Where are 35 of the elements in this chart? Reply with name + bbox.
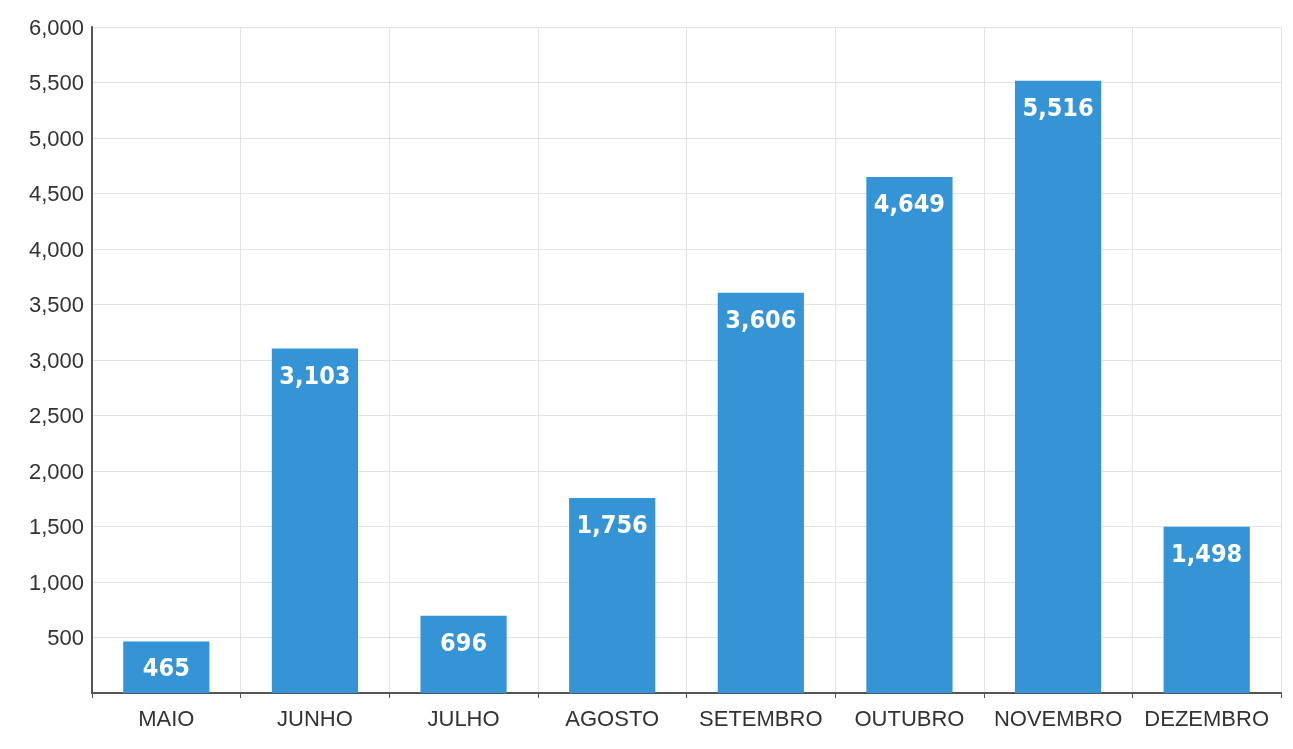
x-tick-label: SETEMBRO: [699, 705, 823, 731]
data-label: 5,516: [1022, 92, 1094, 122]
bar: [1014, 80, 1102, 693]
y-tick-label: 1,000: [28, 569, 84, 595]
bar: [1163, 526, 1250, 693]
x-tick-label: OUTUBRO: [854, 705, 965, 731]
bar: [271, 348, 359, 693]
y-tick-label: 5,000: [28, 125, 84, 151]
bar: [420, 615, 507, 693]
x-tick-label: MAIO: [138, 705, 195, 731]
y-tick-label: 5,500: [28, 70, 84, 95]
y-tick-label: 3,000: [28, 347, 84, 373]
data-label: 3,103: [279, 360, 351, 390]
data-label: 696: [440, 627, 488, 657]
x-tick-label: JUNHO: [277, 705, 353, 731]
x-tick-label: JULHO: [427, 705, 500, 731]
y-tick-label: 6,000: [28, 14, 84, 40]
x-tick-label: DEZEMBRO: [1144, 705, 1270, 731]
y-tick-label: 1,500: [28, 514, 84, 539]
data-label: 4,649: [873, 188, 946, 218]
y-tick-label: 500: [47, 625, 84, 650]
y-tick-label: 2,500: [28, 403, 84, 428]
data-label: 1,756: [576, 510, 648, 540]
y-tick-label: 3,500: [28, 292, 84, 317]
data-label: 1,498: [1171, 538, 1243, 568]
bar: [717, 292, 804, 693]
y-tick-label: 4,000: [28, 236, 84, 262]
y-tick-label: 4,500: [28, 181, 84, 206]
bar: [569, 498, 656, 693]
x-tick-label: NOVEMBRO: [993, 705, 1123, 731]
y-tick-label: 2,000: [28, 458, 84, 484]
x-tick-label: AGOSTO: [565, 705, 660, 731]
data-label: 3,606: [725, 304, 797, 334]
bar: [866, 176, 953, 693]
data-label: 465: [142, 653, 190, 683]
